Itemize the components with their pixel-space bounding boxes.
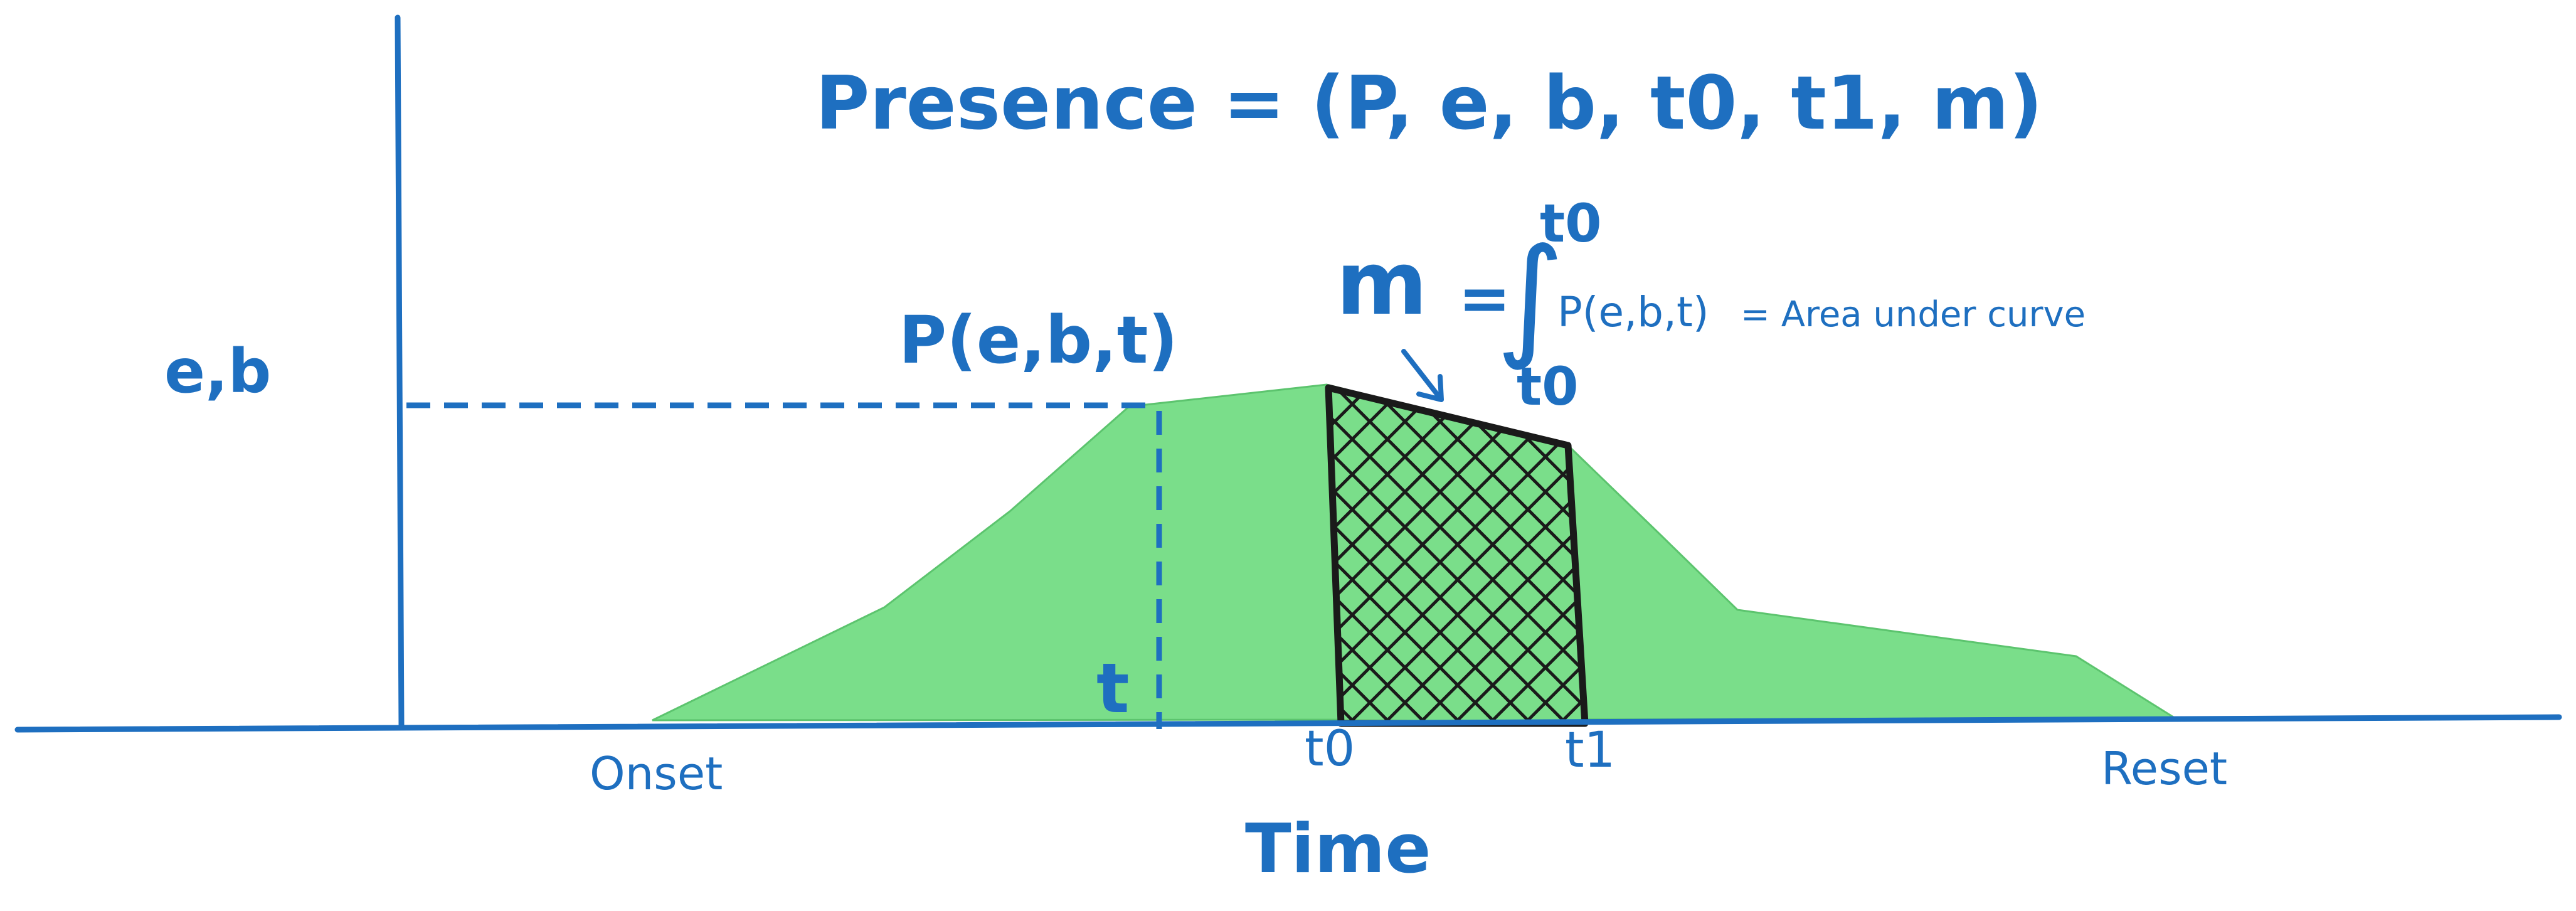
tick-onset: Onset — [590, 747, 723, 800]
curve-label: P(e,b,t) — [899, 302, 1178, 378]
integral-sign-icon: ∫ — [1496, 220, 1564, 373]
y-axis — [395, 14, 405, 730]
tick-t1: t1 — [1565, 722, 1615, 779]
t-marker: t — [1096, 648, 1130, 728]
formula-equals: = — [1458, 262, 1511, 335]
formula-lhs: m — [1336, 233, 1428, 335]
x-axis-label: Time — [1245, 810, 1431, 888]
formula-integrand: P(e,b,t) — [1557, 288, 1709, 336]
tick-reset: Reset — [2101, 742, 2227, 795]
x-axis — [14, 714, 2562, 733]
arrow-icon — [1401, 349, 1444, 402]
y-axis-label: e,b — [164, 336, 271, 407]
formula-upper-limit: t0 — [1540, 193, 1602, 254]
title: Presence = (P, e, b, t0, t1, m) — [815, 60, 2043, 146]
tick-t0: t0 — [1305, 721, 1355, 777]
area-under-curve-t0-t1 — [1325, 384, 1589, 727]
formula-lower-limit: t0 — [1517, 356, 1579, 417]
formula-rhs: = Area under curve — [1741, 294, 2086, 335]
